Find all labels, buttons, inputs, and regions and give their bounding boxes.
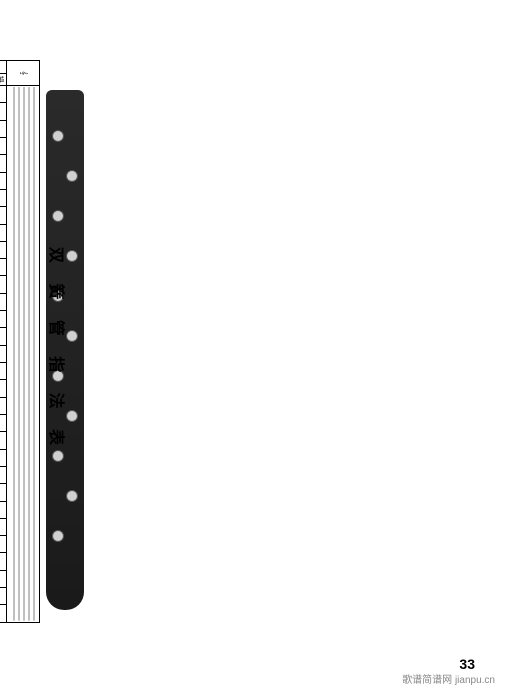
fingering-cell	[0, 605, 7, 622]
chart-title: 双 簧 管 指 法 表	[46, 60, 70, 640]
fingering-cell: ●	[0, 363, 7, 380]
fingering-cell	[0, 588, 7, 605]
fingering-cell: ●	[0, 172, 7, 189]
fingering-cell: ●	[0, 259, 7, 276]
group-label: 左手	[0, 61, 7, 74]
staff-cell	[7, 86, 40, 623]
page-number: 33	[459, 656, 475, 672]
watermark-text: 歌谱简谱网 jianpu.cn	[402, 671, 495, 686]
fingering-cell: ●	[0, 207, 7, 224]
fingering-cell: ●	[0, 224, 7, 241]
fingering-cell: ●	[0, 86, 7, 103]
staff-notation-row: 𝄞	[7, 61, 40, 640]
fingering-cell: ●	[0, 155, 7, 172]
fingering-row: 左手拇指●●●●●●●●●●●●●●●●●●●●●●●	[0, 61, 7, 640]
fingering-cell: ●	[0, 345, 7, 362]
fingering-cell: ●	[0, 380, 7, 397]
fingering-cell: ●	[0, 189, 7, 206]
fingering-chart-rotated: 双 簧 管 指 法 表 𝄞 左手拇指●●●●●●●●●●●●●●●●●●●●●●…	[0, 60, 70, 640]
fingering-cell: ●	[0, 241, 7, 258]
fingering-cell: ●	[0, 276, 7, 293]
fingering-cell: ●	[0, 466, 7, 483]
fingering-cell	[0, 518, 7, 535]
fingering-cell: ●	[0, 103, 7, 120]
fingering-cell	[0, 553, 7, 570]
fingering-cell	[0, 536, 7, 553]
finger-label: 拇指	[0, 73, 7, 86]
fingering-cell: ●	[0, 397, 7, 414]
fingering-cell: ●	[0, 137, 7, 154]
fingering-cell: ●	[0, 120, 7, 137]
fingering-cell: ●	[0, 328, 7, 345]
treble-clef-cell: 𝄞	[7, 61, 40, 86]
fingering-cell: ●	[0, 311, 7, 328]
fingering-cell: ●	[0, 449, 7, 466]
fingering-cell	[0, 570, 7, 587]
fingering-cell: ●	[0, 432, 7, 449]
fingering-body: 左手拇指●●●●●●●●●●●●●●●●●●●●●●●食指●●●●●●●●●●●…	[0, 61, 7, 640]
fingering-cell	[0, 501, 7, 518]
fingering-cell: ●	[0, 414, 7, 431]
fingering-cell: ●	[0, 293, 7, 310]
page-container: 双 簧 管 指 法 表 𝄞 左手拇指●●●●●●●●●●●●●●●●●●●●●●…	[0, 0, 505, 690]
fingering-table: 𝄞 左手拇指●●●●●●●●●●●●●●●●●●●●●●●食指●●●●●●●●●…	[0, 60, 40, 640]
staff-lines	[10, 87, 38, 621]
fingering-cell	[0, 484, 7, 501]
